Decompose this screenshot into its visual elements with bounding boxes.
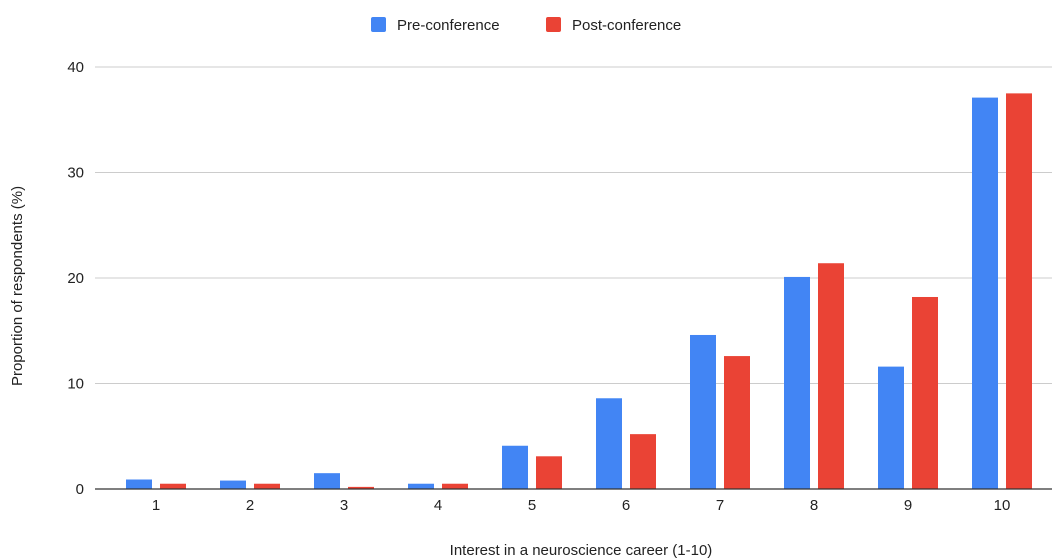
bar-post-conference-1 — [160, 483, 186, 489]
x-axis-ticks: 1 2 3 4 5 6 7 8 9 10 — [152, 497, 1011, 514]
x-tick-label: 9 — [904, 497, 912, 514]
bar-pre-conference-4 — [408, 483, 434, 489]
y-tick-label: 10 — [67, 376, 84, 393]
x-tick-label: 10 — [994, 497, 1011, 514]
legend: Pre-conference Post-conference — [371, 17, 681, 34]
x-tick-label: 5 — [528, 497, 536, 514]
x-tick-label: 1 — [152, 497, 160, 514]
bar-post-conference-2 — [254, 483, 280, 489]
bar-post-conference-7 — [724, 356, 750, 489]
y-tick-label: 20 — [67, 270, 84, 287]
legend-label-pre-conference: Pre-conference — [397, 17, 500, 34]
y-tick-label: 30 — [67, 165, 84, 182]
x-tick-label: 2 — [246, 497, 254, 514]
bar-pre-conference-3 — [314, 473, 340, 489]
bar-pre-conference-10 — [972, 97, 998, 489]
bar-pre-conference-1 — [126, 479, 152, 489]
y-tick-label: 40 — [67, 59, 84, 76]
y-axis-title: Proportion of respondents (%) — [9, 186, 26, 386]
y-axis-ticks: 0 10 20 30 40 — [67, 59, 84, 498]
bar-pre-conference-7 — [690, 334, 716, 489]
bar-post-conference-9 — [912, 296, 938, 489]
bar-post-conference-8 — [818, 263, 844, 489]
legend-swatch-post-conference — [546, 17, 561, 32]
bar-pre-conference-9 — [878, 366, 904, 489]
bars — [126, 93, 1032, 489]
bar-pre-conference-6 — [596, 398, 622, 489]
bar-pre-conference-5 — [502, 445, 528, 489]
x-tick-label: 6 — [622, 497, 630, 514]
bar-post-conference-3 — [348, 486, 374, 489]
bar-post-conference-10 — [1006, 93, 1032, 489]
x-tick-label: 4 — [434, 497, 442, 514]
legend-label-post-conference: Post-conference — [572, 17, 681, 34]
bar-pre-conference-2 — [220, 480, 246, 489]
legend-swatch-pre-conference — [371, 17, 386, 32]
bar-post-conference-5 — [536, 456, 562, 489]
bar-post-conference-4 — [442, 483, 468, 489]
x-axis-title: Interest in a neuroscience career (1-10) — [450, 542, 713, 559]
gridlines — [95, 66, 1052, 384]
x-tick-label: 3 — [340, 497, 348, 514]
y-tick-label: 0 — [76, 481, 84, 498]
x-tick-label: 7 — [716, 497, 724, 514]
bar-pre-conference-8 — [784, 276, 810, 489]
bar-post-conference-6 — [630, 434, 656, 489]
x-tick-label: 8 — [810, 497, 818, 514]
